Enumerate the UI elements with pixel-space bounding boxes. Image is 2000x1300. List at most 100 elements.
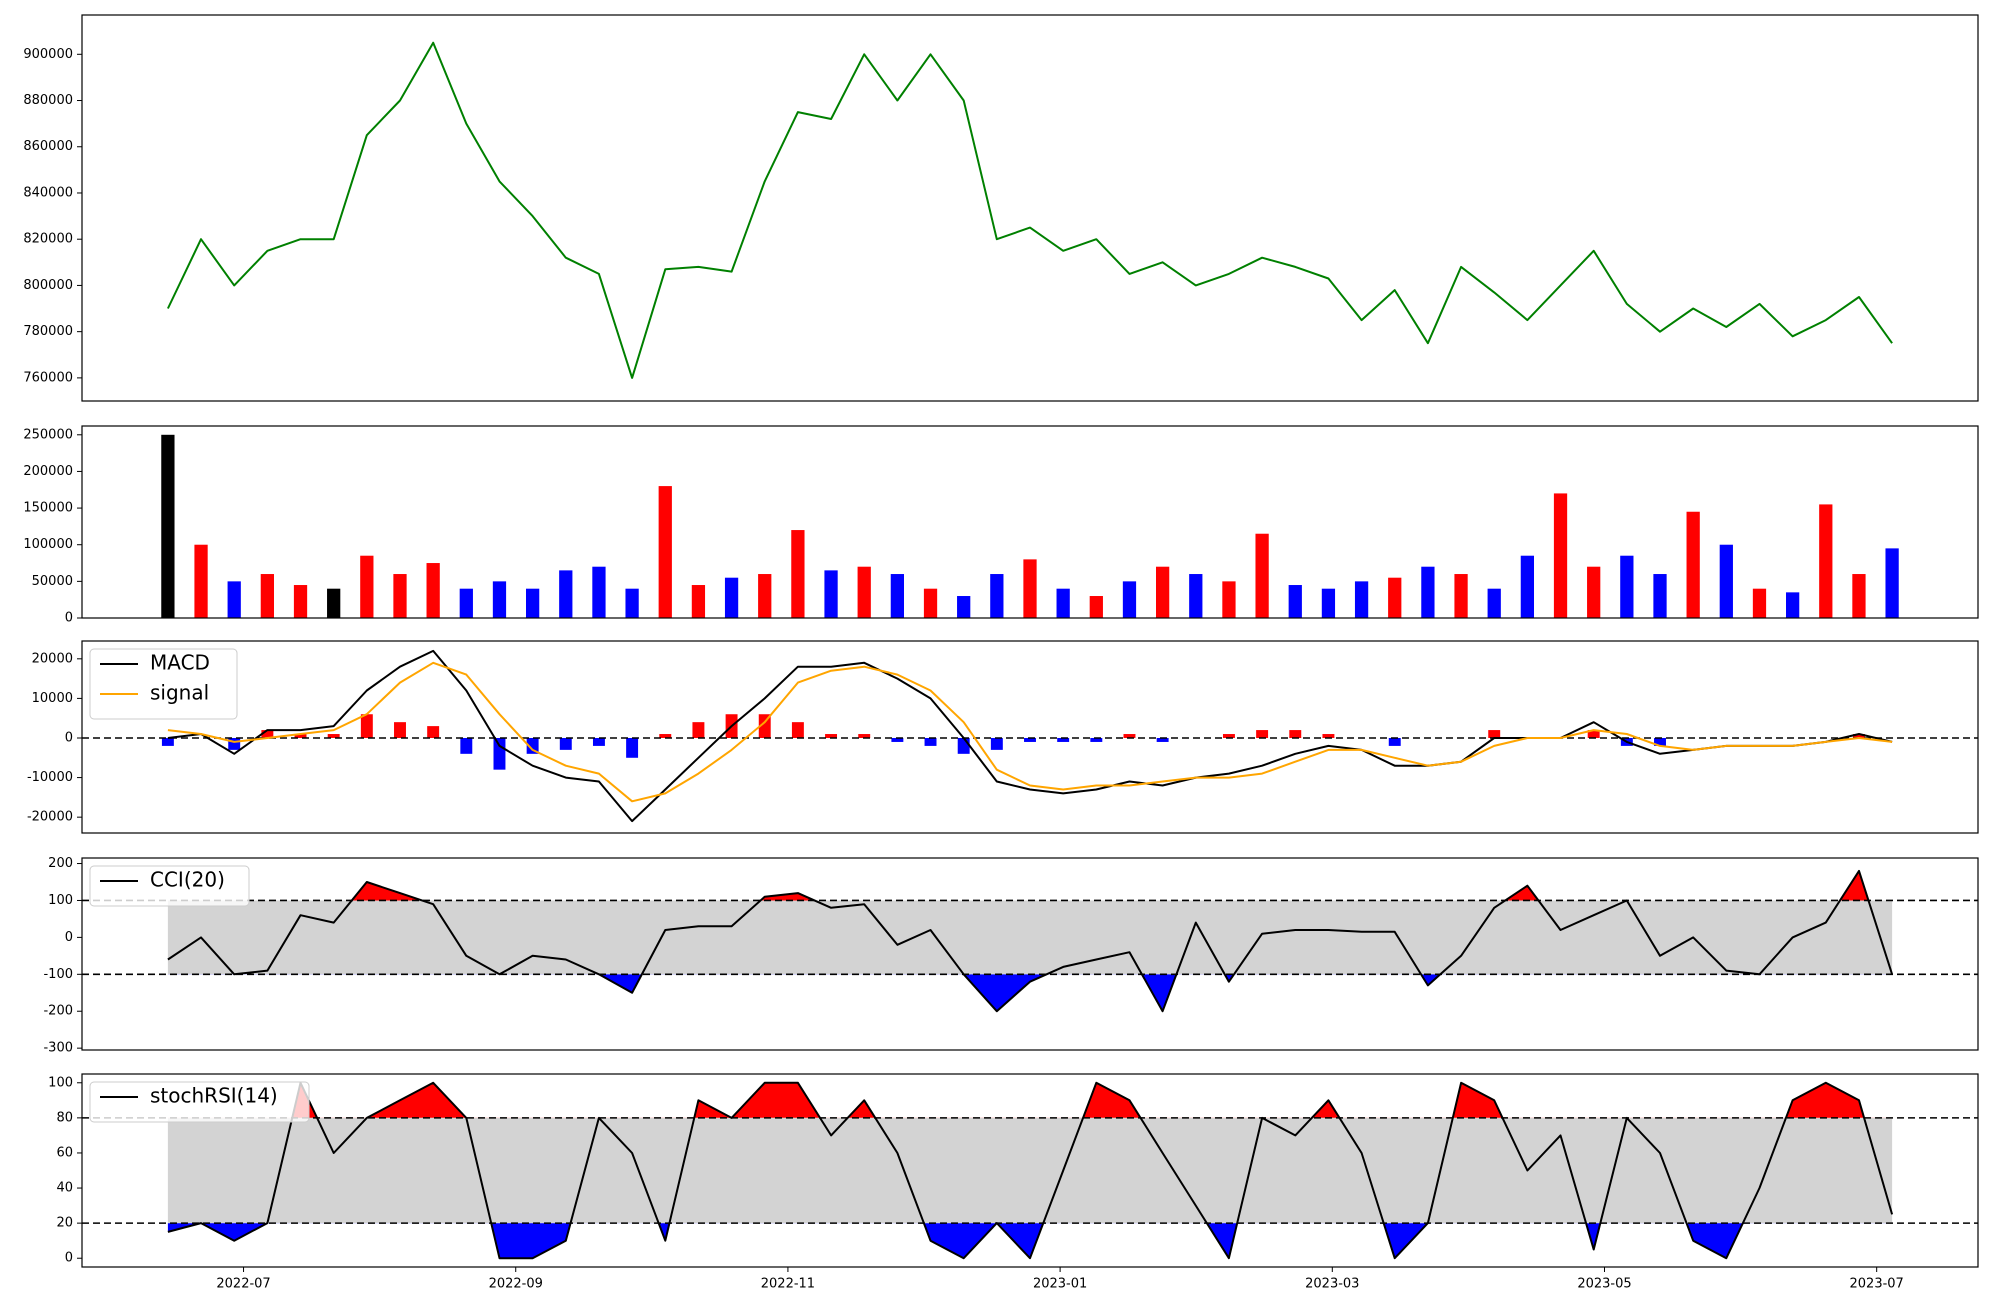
- histogram-bar: [1156, 737, 1169, 742]
- series-line: [167, 869, 1894, 1013]
- histogram-bar: [1852, 734, 1865, 738]
- y-tick-label: -100: [43, 967, 73, 982]
- y-tick-label: 0: [65, 930, 73, 945]
- histogram-bar: [161, 737, 174, 746]
- volume-bar: [227, 581, 241, 618]
- volume-bar: [1653, 574, 1667, 618]
- x-tick-label: 2022-09: [489, 1277, 543, 1292]
- y-tick-label: 20000: [32, 651, 73, 666]
- legend-box: [89, 648, 238, 720]
- volume-bar: [1056, 588, 1070, 618]
- series-line: [167, 661, 1893, 803]
- histogram-bar: [825, 734, 838, 738]
- volume-bar: [957, 596, 971, 618]
- histogram-bar: [327, 734, 340, 738]
- histogram-bar: [1256, 730, 1269, 738]
- y-tick-label: 40: [56, 1181, 73, 1196]
- y-tick-label: 900000: [23, 47, 73, 62]
- y-tick-label: 50000: [32, 574, 73, 589]
- volume-bar: [161, 434, 175, 618]
- histogram-bar: [394, 722, 406, 738]
- volume-bar: [1786, 592, 1800, 618]
- volume-bar: [426, 563, 440, 618]
- histogram-bar: [261, 730, 274, 738]
- volume-bar: [360, 555, 374, 618]
- volume-bar: [791, 530, 805, 618]
- y-tick-label: 0: [65, 730, 73, 745]
- y-tick-label: 80: [56, 1110, 73, 1125]
- volume-bar: [691, 585, 706, 618]
- histogram-bar: [1654, 737, 1666, 746]
- histogram-bar: [1057, 737, 1070, 742]
- volume-bar: [492, 581, 507, 618]
- y-tick-label: 0: [65, 611, 73, 626]
- y-tick-label: 100: [48, 893, 73, 908]
- volume-bar: [1852, 574, 1866, 618]
- histogram-bar: [294, 734, 307, 738]
- volume-bar: [1752, 588, 1767, 618]
- histogram-bar: [1587, 730, 1600, 738]
- series-line: [167, 649, 1893, 823]
- volume-bar: [1354, 581, 1369, 618]
- y-tick-label: 250000: [23, 427, 73, 442]
- panel-frame: [81, 14, 1979, 402]
- y-tick-label: 760000: [23, 370, 73, 385]
- y-tick-label: 200: [48, 856, 73, 871]
- histogram-bar: [1388, 737, 1401, 746]
- y-tick-label: -300: [43, 1041, 73, 1056]
- histogram-bar: [924, 737, 937, 746]
- volume-bar: [1089, 596, 1103, 618]
- volume-bar: [724, 577, 739, 618]
- volume-bar: [1487, 588, 1501, 618]
- volume-bar: [890, 574, 904, 618]
- x-tick-label: 2023-07: [1850, 1277, 1904, 1292]
- histogram-bar: [692, 722, 705, 738]
- volume-bar: [625, 588, 639, 618]
- volume-bar: [592, 566, 606, 618]
- volume-bar: [1719, 544, 1733, 618]
- legend-box: [89, 1081, 310, 1123]
- legend-box: [89, 865, 250, 907]
- volume-bar: [327, 588, 341, 618]
- histogram-bar: [858, 734, 871, 738]
- histogram-bar: [990, 737, 1003, 750]
- y-tick-label: 150000: [23, 501, 73, 516]
- x-tick-label: 2022-07: [216, 1277, 270, 1292]
- oversold-fill: [167, 1223, 1893, 1259]
- histogram-bar: [1123, 734, 1136, 738]
- legend-label: CCI(20): [150, 868, 225, 892]
- volume-bar: [1819, 504, 1833, 618]
- volume-bar: [1520, 555, 1535, 618]
- histogram-bar: [526, 737, 539, 754]
- volume-bar: [1620, 555, 1634, 618]
- y-tick-label: 60: [56, 1145, 73, 1160]
- histogram-bar: [360, 714, 373, 738]
- histogram-bar: [427, 726, 440, 738]
- histogram-bar: [626, 737, 639, 758]
- volume-bar: [1587, 566, 1601, 618]
- neutral-band: [167, 1117, 1893, 1224]
- volume-bar: [459, 588, 473, 618]
- y-tick-label: 200000: [23, 464, 73, 479]
- histogram-bar: [659, 734, 672, 738]
- y-tick-label: 880000: [23, 93, 73, 108]
- legend-label: MACD: [150, 651, 210, 675]
- histogram-bar: [592, 737, 605, 746]
- volume-bar: [393, 574, 407, 618]
- volume-bar: [857, 566, 871, 618]
- volume-bar: [1222, 581, 1236, 618]
- volume-bar: [1288, 585, 1302, 618]
- volume-bar: [758, 574, 772, 618]
- x-tick-label: 2023-01: [1033, 1277, 1087, 1292]
- histogram-bar: [493, 737, 506, 770]
- y-tick-label: 10000: [32, 691, 73, 706]
- volume-bar: [1421, 566, 1435, 618]
- y-tick-label: -10000: [27, 770, 73, 785]
- histogram-bar: [1090, 737, 1103, 742]
- volume-bar: [1553, 493, 1568, 618]
- y-tick-label: 100: [48, 1075, 73, 1090]
- volume-bar: [559, 570, 573, 618]
- y-tick-label: 840000: [23, 185, 73, 200]
- legend-label: signal: [150, 681, 209, 705]
